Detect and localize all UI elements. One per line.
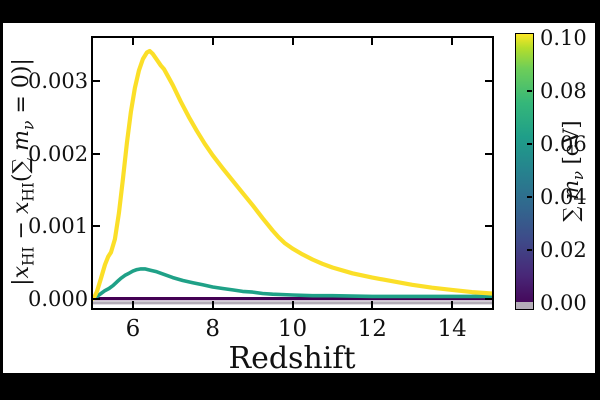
- label-segment: ν: [570, 171, 588, 180]
- x-tick-label: 10: [277, 316, 308, 342]
- label-segment: |: [9, 278, 34, 286]
- colorbar-tick-mark: [527, 90, 532, 92]
- y-tick-mark-right: [485, 152, 492, 155]
- x-tick-mark-top: [211, 38, 214, 45]
- colorbar-tick-label: 0.08: [540, 79, 587, 103]
- series-sum-mnu-0.06-eV: [93, 267, 492, 301]
- y-tick-label: 0.000: [28, 286, 89, 311]
- colorbar-tick-label: 0.10: [540, 26, 587, 50]
- figure-canvas: Redshift |xHI − xHI(∑ mν = 0)| ∑ mν [eV]…: [3, 22, 595, 376]
- y-tick-mark-right: [485, 297, 492, 300]
- y-tick-mark-right: [485, 80, 492, 83]
- colorbar: [515, 33, 534, 310]
- x-tick-mark-top: [291, 38, 294, 45]
- x-tick-mark-top: [371, 38, 374, 45]
- x-tick-mark-bottom: [371, 301, 374, 308]
- colorbar-tick-label: 0.06: [540, 132, 587, 156]
- colorbar-tick-mark: [527, 143, 532, 145]
- x-tick-label: 6: [125, 316, 141, 342]
- plot-area: [91, 36, 494, 310]
- colorbar-tick-mark: [527, 249, 532, 251]
- label-segment: HI: [19, 246, 38, 266]
- y-tick-label: 0.001: [28, 214, 89, 239]
- x-tick-label: 8: [205, 316, 220, 342]
- x-tick-label: 14: [437, 316, 467, 342]
- label-segment: ν: [19, 120, 38, 130]
- colorbar-tick-label: 0.00: [540, 291, 587, 315]
- x-tick-mark-top: [131, 38, 134, 45]
- colorbar-under-color: [516, 302, 533, 309]
- y-tick-mark-left: [93, 80, 100, 83]
- y-tick-mark-left: [93, 225, 100, 228]
- x-tick-mark-bottom: [131, 301, 134, 308]
- label-segment: x: [9, 201, 34, 215]
- x-tick-mark-bottom: [211, 301, 214, 308]
- label-segment: HI: [19, 182, 38, 202]
- series-sum-mnu-0.10-eV: [93, 48, 492, 301]
- y-tick-label: 0.003: [28, 69, 89, 94]
- colorbar-tick-mark: [527, 196, 532, 198]
- label-segment: x: [9, 265, 34, 279]
- x-tick-mark-top: [451, 38, 454, 45]
- y-tick-mark-right: [485, 225, 492, 228]
- y-tick-mark-left: [93, 152, 100, 155]
- plot-curves: [93, 48, 492, 305]
- x-axis-label: Redshift: [228, 341, 356, 376]
- x-tick-mark-bottom: [291, 301, 294, 308]
- x-tick-label: 12: [357, 316, 387, 342]
- y-axis-label: |xHI − xHI(∑ mν = 0)|: [8, 22, 38, 322]
- y-tick-label: 0.002: [28, 141, 89, 166]
- colorbar-tick-label: 0.04: [540, 185, 587, 209]
- y-tick-mark-left: [93, 297, 100, 300]
- colorbar-tick-label: 0.02: [540, 238, 587, 262]
- x-tick-mark-bottom: [451, 301, 454, 308]
